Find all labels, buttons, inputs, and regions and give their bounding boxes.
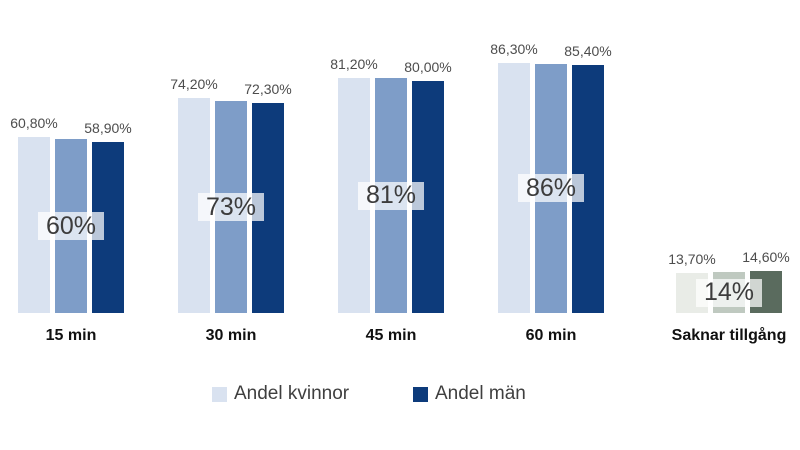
- bar-value-label: 60,80%: [10, 114, 58, 131]
- bar-group-4: 86,30% 85,40% 86% 60 min: [490, 0, 611, 450]
- bar-value-label: 85,40%: [564, 43, 612, 60]
- bar-group-3: 81,20% 80,00% 81% 45 min: [330, 0, 451, 450]
- group-value-overlay: 73%: [198, 193, 264, 222]
- group-value-overlay: 81%: [358, 181, 424, 210]
- bar-group-5: 13,70% 14,60% 14% Saknar tillgång: [668, 0, 789, 450]
- bar-value-label: 80,00%: [404, 59, 452, 75]
- bar-value-label: 81,20%: [330, 55, 378, 72]
- category-label: 60 min: [525, 327, 577, 344]
- bar-value-label: 86,30%: [490, 40, 538, 57]
- group-value-overlay: 14%: [696, 278, 762, 307]
- bar-value-label: 13,70%: [668, 251, 716, 268]
- legend-swatch-andel-man: [413, 386, 428, 402]
- bar-group-1: 60,80% 58,90% 60% 15 min: [10, 0, 131, 450]
- legend-label-andel-kvinnor: Andel kvinnor: [234, 383, 350, 404]
- bar-value-label: 72,30%: [244, 81, 292, 98]
- category-label: 15 min: [45, 327, 97, 344]
- category-label: 45 min: [365, 327, 417, 344]
- legend-swatch-andel-kvinnor: [212, 386, 227, 402]
- bar-group-2: 74,20% 72,30% 73% 30 min: [170, 0, 291, 450]
- bar-value-label: 74,20%: [170, 75, 218, 92]
- group-value-overlay: 86%: [518, 174, 584, 203]
- category-label: 30 min: [205, 327, 257, 344]
- legend-label-andel-man: Andel män: [435, 383, 526, 404]
- legend-item-andel-man: Andel män: [413, 383, 526, 405]
- legend-item-andel-kvinnor: Andel kvinnor: [212, 383, 349, 405]
- group-value-overlay: 60%: [38, 212, 104, 240]
- bar-value-label: 58,90%: [84, 120, 132, 137]
- category-label: Saknar tillgång: [671, 327, 787, 344]
- bar-value-label: 14,60%: [742, 248, 790, 265]
